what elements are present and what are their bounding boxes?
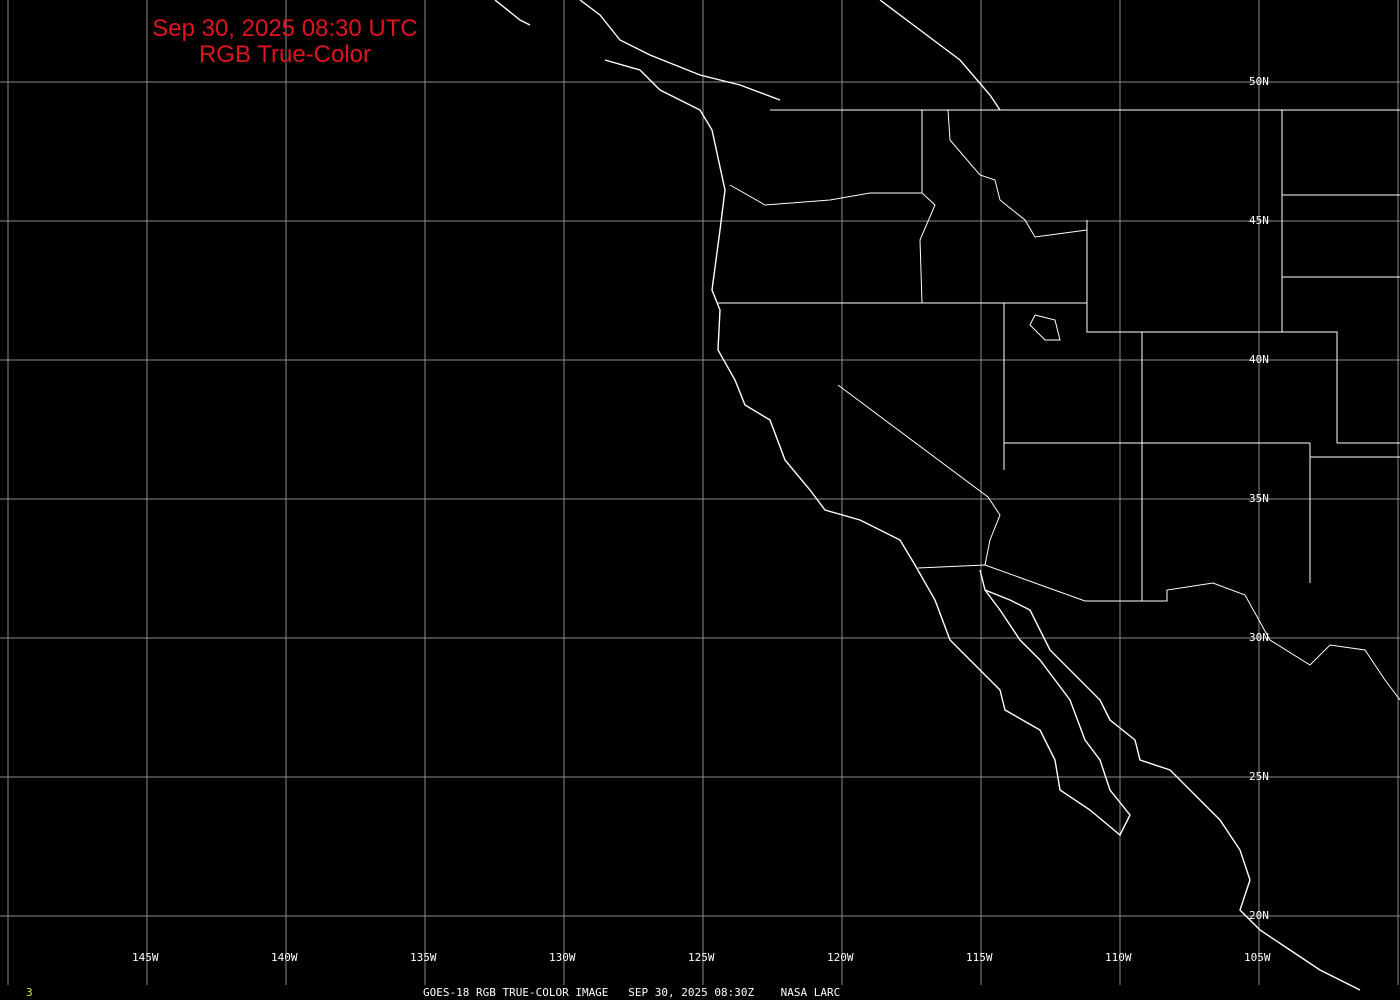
- great-salt-lake: [1029, 314, 1061, 341]
- lon-label: 120W: [827, 951, 854, 964]
- title-datetime: Sep 30, 2025 08:30 UTC: [152, 15, 418, 42]
- ca-nv-border: [837, 384, 1001, 566]
- lat-label: 30N: [1249, 631, 1269, 644]
- lat-label: 45N: [1249, 214, 1269, 227]
- vancouver-island-coast: [494, 0, 531, 26]
- lat-label: 50N: [1249, 75, 1269, 88]
- lat-label: 35N: [1249, 492, 1269, 505]
- canada-inland: [879, 0, 1001, 111]
- id-wy-border: [1086, 220, 1338, 443]
- pacific-coastline: [604, 59, 1131, 837]
- lon-label: 105W: [1244, 951, 1271, 964]
- lon-label: 130W: [549, 951, 576, 964]
- lat-label: 40N: [1249, 353, 1269, 366]
- lat-label: 25N: [1249, 770, 1269, 783]
- id-mt-border: [947, 109, 1088, 238]
- lon-label: 110W: [1105, 951, 1132, 964]
- footer-caption: GOES-18 RGB TRUE-COLOR IMAGE SEP 30, 202…: [423, 986, 841, 999]
- lon-label: 145W: [132, 951, 159, 964]
- coastlines: [494, 0, 1361, 991]
- lon-label: 140W: [271, 951, 298, 964]
- wa-or-border: [729, 184, 936, 304]
- us-mexico-border: [917, 564, 1400, 701]
- lon-label: 135W: [410, 951, 437, 964]
- lon-label: 125W: [688, 951, 715, 964]
- political-boundaries: [718, 109, 1400, 701]
- gulf-of-california-mainland-coast: [984, 589, 1361, 991]
- bc-coast: [579, 0, 781, 101]
- title-product: RGB True-Color: [198, 41, 372, 68]
- lat-label: 20N: [1249, 909, 1269, 922]
- frame-number: 3: [26, 986, 33, 999]
- lon-label: 115W: [966, 951, 993, 964]
